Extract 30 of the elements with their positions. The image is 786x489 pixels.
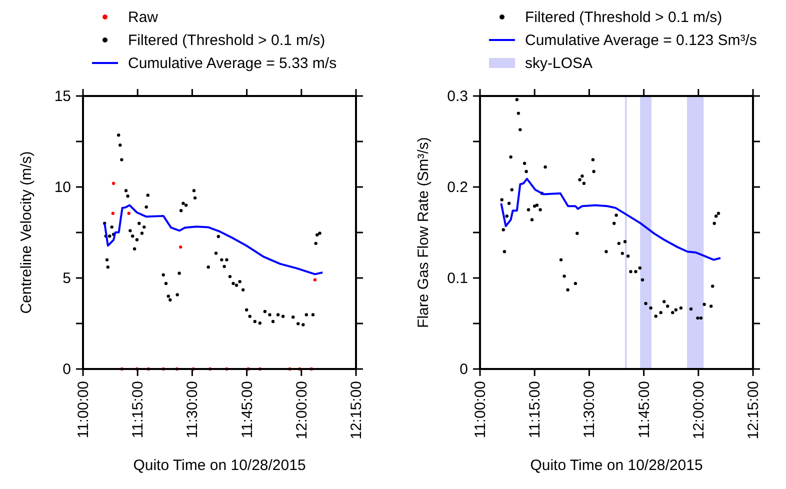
x-tick-label: 11:00:00 bbox=[472, 381, 489, 438]
y-tick-label: 10 bbox=[54, 179, 71, 196]
legend-label: Cumulative Average = 0.123 Sm³/s bbox=[525, 32, 757, 49]
x-tick-label: 11:30:00 bbox=[581, 381, 598, 438]
y-tick-label: 5 bbox=[62, 270, 71, 287]
legend-label: Filtered (Threshold > 0.1 m/s) bbox=[128, 32, 326, 49]
x-tick-label: 12:15:00 bbox=[745, 381, 762, 440]
x-tick-label: 11:45:00 bbox=[238, 381, 256, 438]
x-tick-label: 11:15:00 bbox=[526, 381, 544, 438]
y-tick-label: 0.3 bbox=[447, 88, 468, 105]
y-axis-title: Centreline Velocity (m/s) bbox=[18, 151, 35, 314]
y-tick-label: 0.2 bbox=[447, 179, 468, 196]
x-tick-label: 11:45:00 bbox=[636, 381, 653, 438]
x-tick-label: 11:30:00 bbox=[184, 381, 202, 438]
legend-label: Cumulative Average = 5.33 m/s bbox=[128, 55, 337, 72]
x-axis-title: Quito Time on 10/28/2015 bbox=[530, 457, 703, 474]
x-tick-label: 12:00:00 bbox=[690, 381, 708, 440]
y-tick-label: 0 bbox=[62, 361, 71, 378]
y-tick-label: 15 bbox=[54, 88, 71, 105]
y-tick-label: 0.1 bbox=[447, 270, 468, 287]
y-tick-label: 0 bbox=[460, 361, 468, 378]
legend-label: sky-LOSA bbox=[525, 55, 593, 72]
legend-label: Raw bbox=[128, 9, 158, 26]
x-tick-label: 11:00:00 bbox=[75, 381, 92, 438]
x-tick-label: 12:00:00 bbox=[293, 381, 310, 440]
x-axis-title: Quito Time on 10/28/2015 bbox=[133, 457, 306, 474]
legend-label: Filtered (Threshold > 0.1 m/s) bbox=[525, 9, 722, 26]
x-tick-label: 12:15:00 bbox=[348, 381, 365, 440]
y-axis-title: Flare Gas Flow Rate (Sm³/s) bbox=[415, 137, 432, 328]
x-tick-label: 11:15:00 bbox=[130, 381, 147, 438]
